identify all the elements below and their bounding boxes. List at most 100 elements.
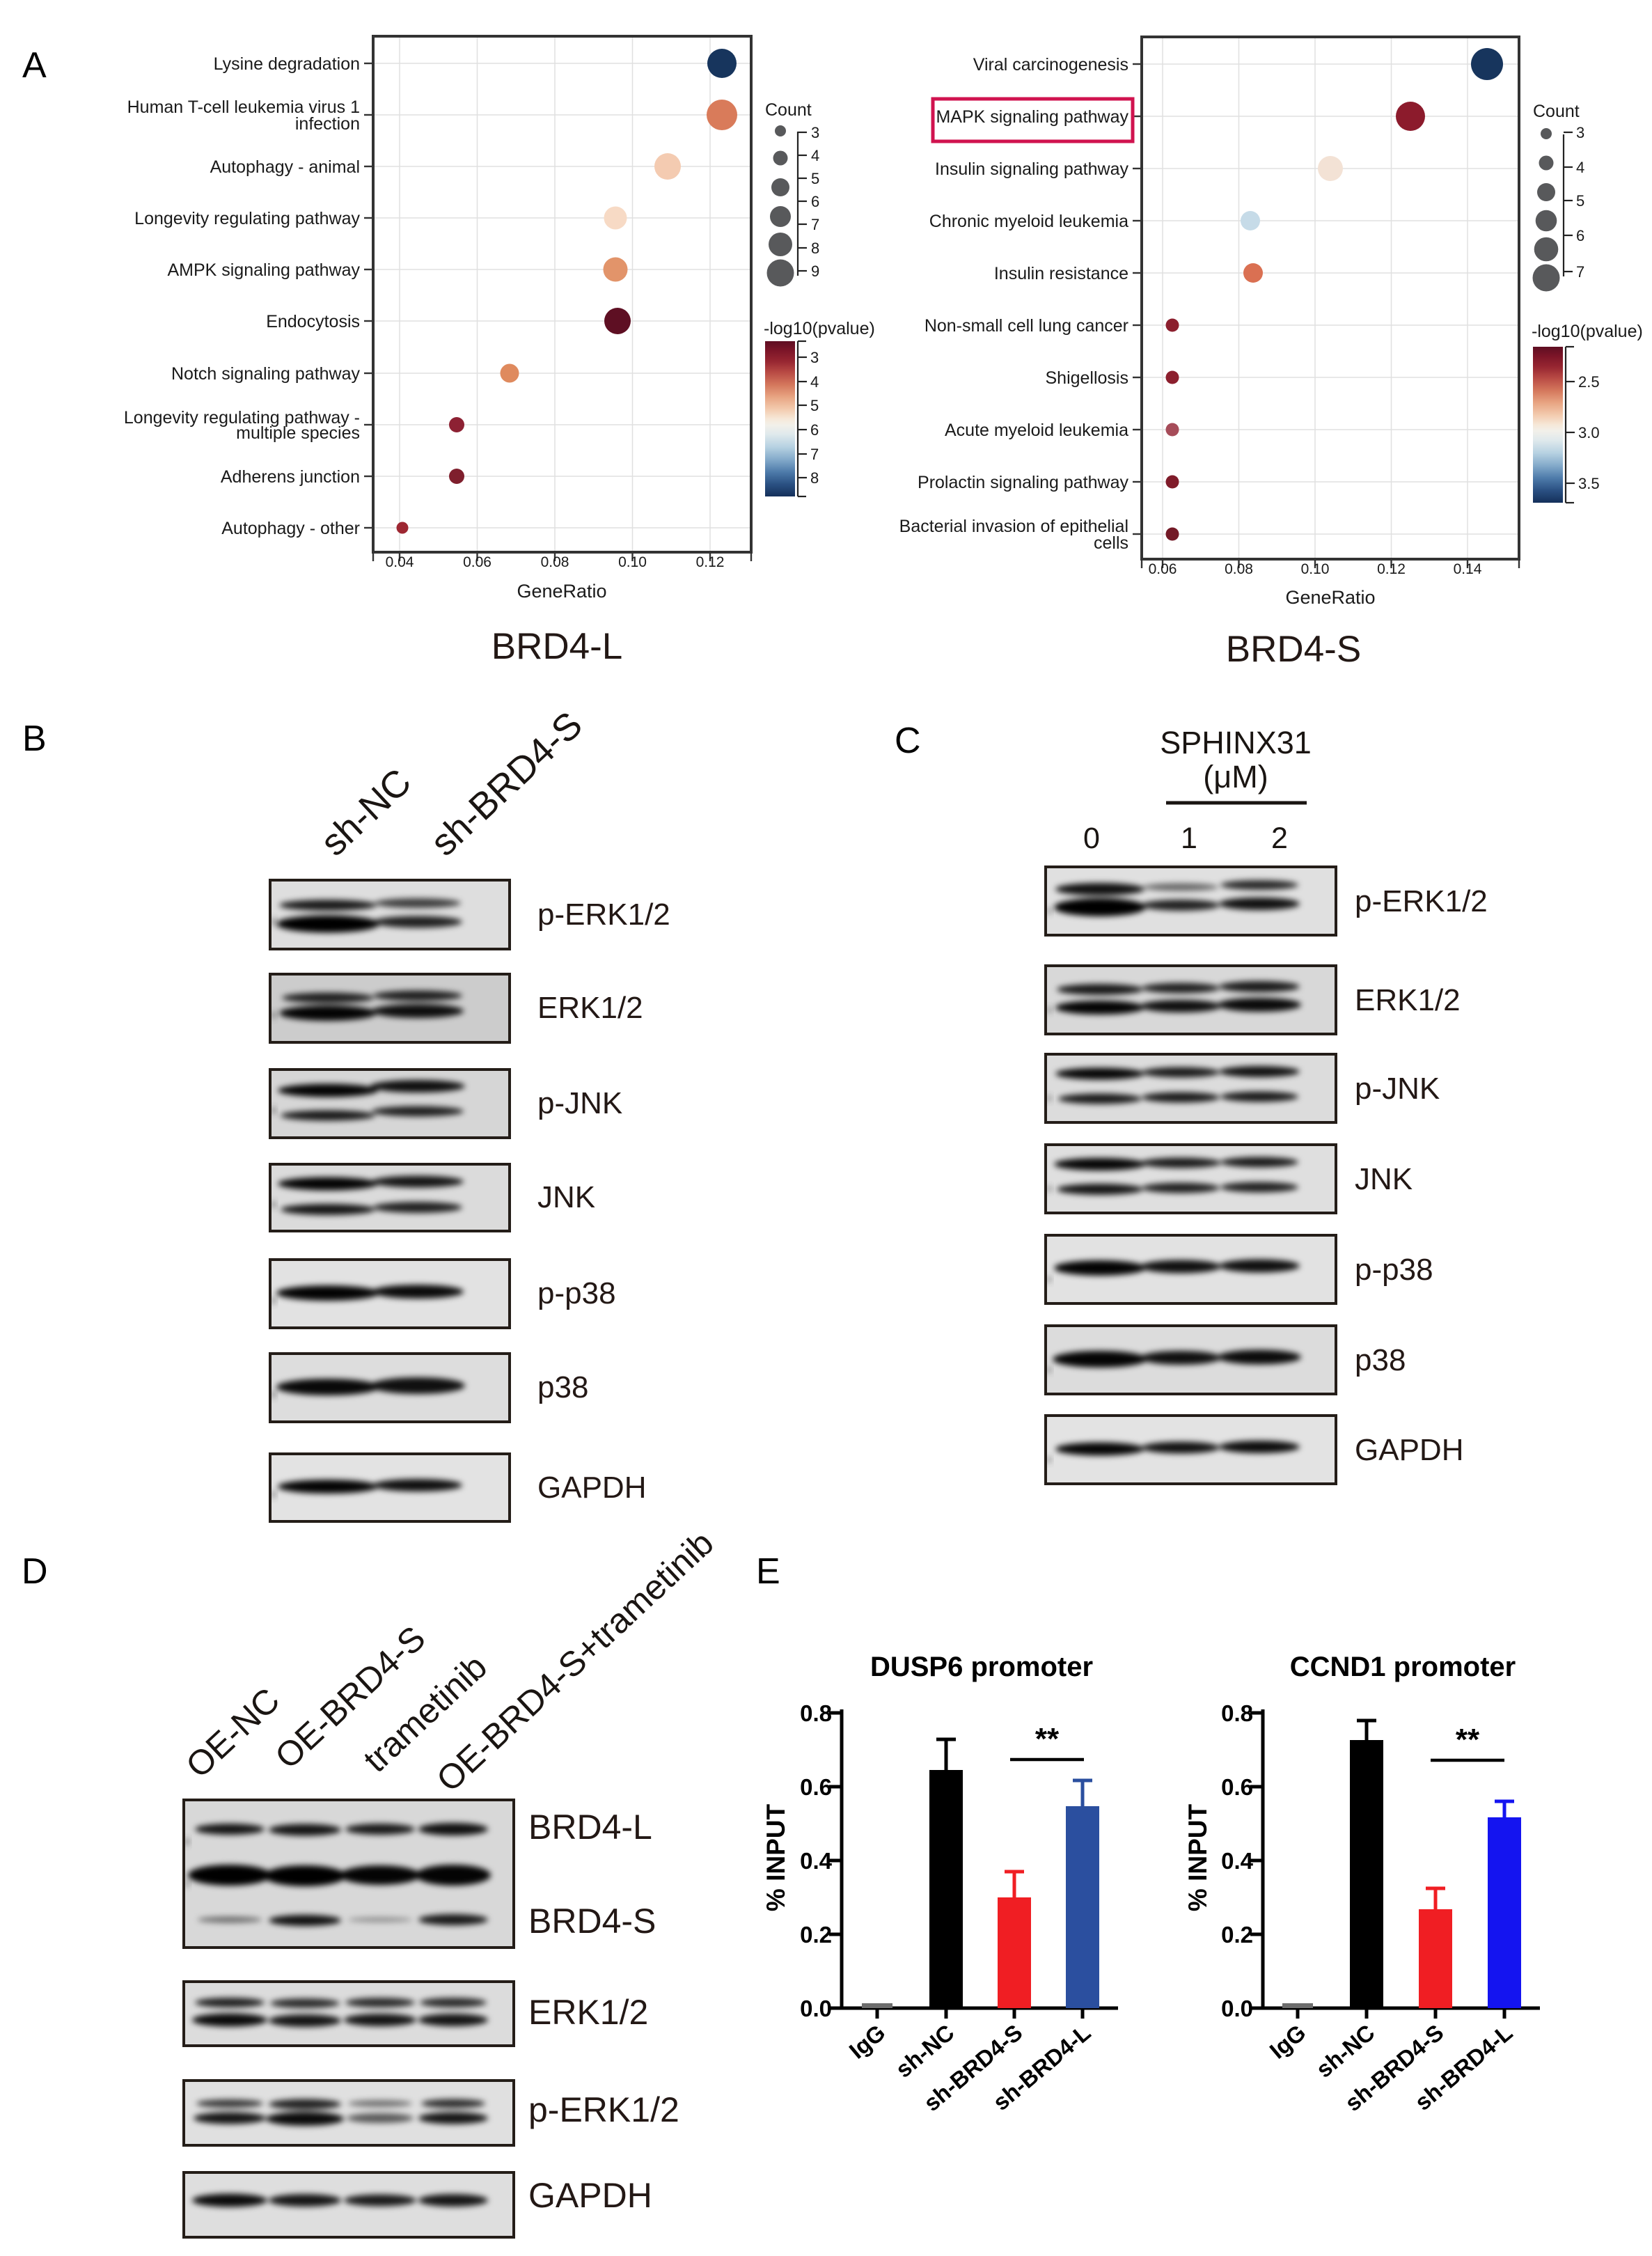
svg-text:JNK: JNK	[1355, 1162, 1413, 1196]
svg-text:4: 4	[811, 147, 819, 164]
svg-text:SPHINX31: SPHINX31	[1160, 725, 1312, 760]
svg-text:GAPDH: GAPDH	[537, 1471, 646, 1505]
svg-text:BRD4-L: BRD4-L	[528, 1808, 652, 1847]
svg-text:GAPDH: GAPDH	[528, 2176, 652, 2215]
svg-text:Longevity regulating pathway -: Longevity regulating pathway -	[124, 408, 360, 428]
svg-text:D: D	[22, 1551, 48, 1592]
svg-text:6: 6	[811, 193, 819, 210]
svg-text:0.6: 0.6	[1221, 1774, 1253, 1800]
svg-text:0.12: 0.12	[696, 554, 725, 570]
svg-text:3: 3	[1576, 124, 1584, 141]
svg-text:Notch signaling pathway: Notch signaling pathway	[171, 364, 360, 384]
svg-text:Count: Count	[765, 100, 812, 120]
svg-text:Acute myeloid leukemia: Acute myeloid leukemia	[945, 421, 1128, 440]
svg-text:multiple species: multiple species	[236, 423, 360, 443]
svg-text:0.06: 0.06	[1149, 561, 1177, 577]
svg-text:**: **	[1456, 1723, 1480, 1757]
svg-text:Insulin resistance: Insulin resistance	[994, 264, 1128, 283]
svg-text:6: 6	[1576, 227, 1584, 244]
svg-text:JNK: JNK	[537, 1180, 595, 1214]
svg-text:3.5: 3.5	[1578, 475, 1600, 492]
svg-text:DUSP6 promoter: DUSP6 promoter	[870, 1652, 1093, 1682]
svg-text:Count: Count	[1533, 102, 1580, 121]
svg-text:4: 4	[1576, 159, 1584, 176]
svg-text:Viral carcinogenesis: Viral carcinogenesis	[973, 55, 1128, 75]
svg-text:0.2: 0.2	[800, 1922, 832, 1948]
svg-text:0.06: 0.06	[463, 554, 491, 570]
svg-text:-log10(pvalue): -log10(pvalue)	[1532, 322, 1643, 341]
svg-text:GeneRatio: GeneRatio	[517, 581, 606, 602]
svg-text:7: 7	[811, 216, 819, 233]
svg-text:E: E	[756, 1551, 780, 1592]
svg-text:0.0: 0.0	[800, 1996, 832, 2021]
svg-text:0.04: 0.04	[386, 554, 414, 570]
svg-text:CCND1 promoter: CCND1 promoter	[1290, 1652, 1516, 1682]
svg-text:-log10(pvalue): -log10(pvalue)	[764, 319, 875, 338]
svg-text:Bacterial invasion of epitheli: Bacterial invasion of epithelial	[899, 517, 1128, 536]
svg-text:p38: p38	[1355, 1343, 1406, 1377]
svg-text:Shigellosis: Shigellosis	[1045, 368, 1128, 388]
svg-text:0.4: 0.4	[800, 1848, 833, 1874]
svg-text:0.12: 0.12	[1377, 561, 1406, 577]
svg-text:8: 8	[810, 469, 819, 487]
svg-text:**: **	[1035, 1722, 1060, 1756]
svg-text:2: 2	[1271, 822, 1288, 855]
svg-text:8: 8	[811, 240, 819, 257]
svg-text:p-ERK1/2: p-ERK1/2	[528, 2090, 679, 2129]
svg-text:p-p38: p-p38	[1355, 1253, 1433, 1287]
svg-text:MAPK signaling pathway: MAPK signaling pathway	[936, 107, 1128, 127]
svg-text:p38: p38	[537, 1370, 588, 1404]
svg-text:0.14: 0.14	[1454, 561, 1482, 577]
svg-text:ERK1/2: ERK1/2	[1355, 983, 1461, 1017]
svg-text:2.5: 2.5	[1578, 373, 1600, 391]
svg-text:Lysine degradation: Lysine degradation	[214, 54, 360, 74]
svg-text:cells: cells	[1094, 533, 1128, 553]
svg-text:0: 0	[1083, 822, 1100, 855]
svg-text:Endocytosis: Endocytosis	[266, 312, 360, 331]
svg-text:Non-small cell lung cancer: Non-small cell lung cancer	[925, 316, 1128, 336]
svg-text:6: 6	[810, 421, 819, 439]
svg-text:p-p38: p-p38	[537, 1276, 616, 1310]
svg-text:Insulin signaling pathway: Insulin signaling pathway	[935, 159, 1128, 179]
svg-text:4: 4	[810, 373, 819, 391]
svg-text:% INPUT: % INPUT	[762, 1804, 790, 1912]
svg-text:ERK1/2: ERK1/2	[528, 1993, 648, 2032]
svg-text:p-JNK: p-JNK	[1355, 1072, 1440, 1106]
svg-text:Chronic myeloid leukemia: Chronic myeloid leukemia	[929, 212, 1128, 231]
svg-text:p-ERK1/2: p-ERK1/2	[1355, 884, 1488, 918]
svg-text:p-JNK: p-JNK	[537, 1086, 622, 1120]
svg-text:AMPK signaling pathway: AMPK signaling pathway	[167, 260, 360, 280]
svg-text:A: A	[22, 45, 47, 86]
svg-text:0.2: 0.2	[1221, 1922, 1253, 1948]
svg-text:0.4: 0.4	[1221, 1848, 1254, 1874]
svg-text:0.0: 0.0	[1221, 1996, 1253, 2021]
svg-text:3: 3	[811, 124, 819, 141]
svg-text:5: 5	[1576, 192, 1584, 210]
svg-text:0.6: 0.6	[800, 1774, 832, 1800]
svg-text:3: 3	[810, 349, 819, 366]
svg-text:ERK1/2: ERK1/2	[537, 991, 643, 1025]
svg-text:C: C	[895, 721, 921, 761]
svg-text:0.08: 0.08	[1225, 561, 1253, 577]
svg-text:0.08: 0.08	[541, 554, 569, 570]
svg-text:Autophagy - animal: Autophagy - animal	[210, 157, 360, 177]
svg-text:7: 7	[1576, 263, 1584, 281]
svg-text:Longevity regulating pathway: Longevity regulating pathway	[134, 209, 360, 228]
svg-text:GeneRatio: GeneRatio	[1285, 587, 1375, 608]
svg-text:Prolactin signaling pathway: Prolactin signaling pathway	[918, 473, 1128, 492]
svg-text:5: 5	[810, 397, 819, 414]
svg-text:0.10: 0.10	[618, 554, 647, 570]
svg-text:p-ERK1/2: p-ERK1/2	[537, 898, 670, 932]
svg-text:BRD4-S: BRD4-S	[1226, 629, 1361, 670]
svg-text:GAPDH: GAPDH	[1355, 1433, 1463, 1467]
svg-text:7: 7	[810, 446, 819, 463]
svg-text:BRD4-S: BRD4-S	[528, 1902, 656, 1941]
svg-text:3.0: 3.0	[1578, 424, 1600, 441]
svg-text:infection: infection	[295, 114, 360, 134]
svg-text:1: 1	[1181, 822, 1197, 855]
svg-text:BRD4-L: BRD4-L	[491, 626, 623, 667]
svg-text:B: B	[22, 719, 47, 759]
svg-text:(μM): (μM)	[1203, 759, 1268, 794]
svg-text:% INPUT: % INPUT	[1183, 1804, 1212, 1912]
svg-text:0.10: 0.10	[1301, 561, 1330, 577]
